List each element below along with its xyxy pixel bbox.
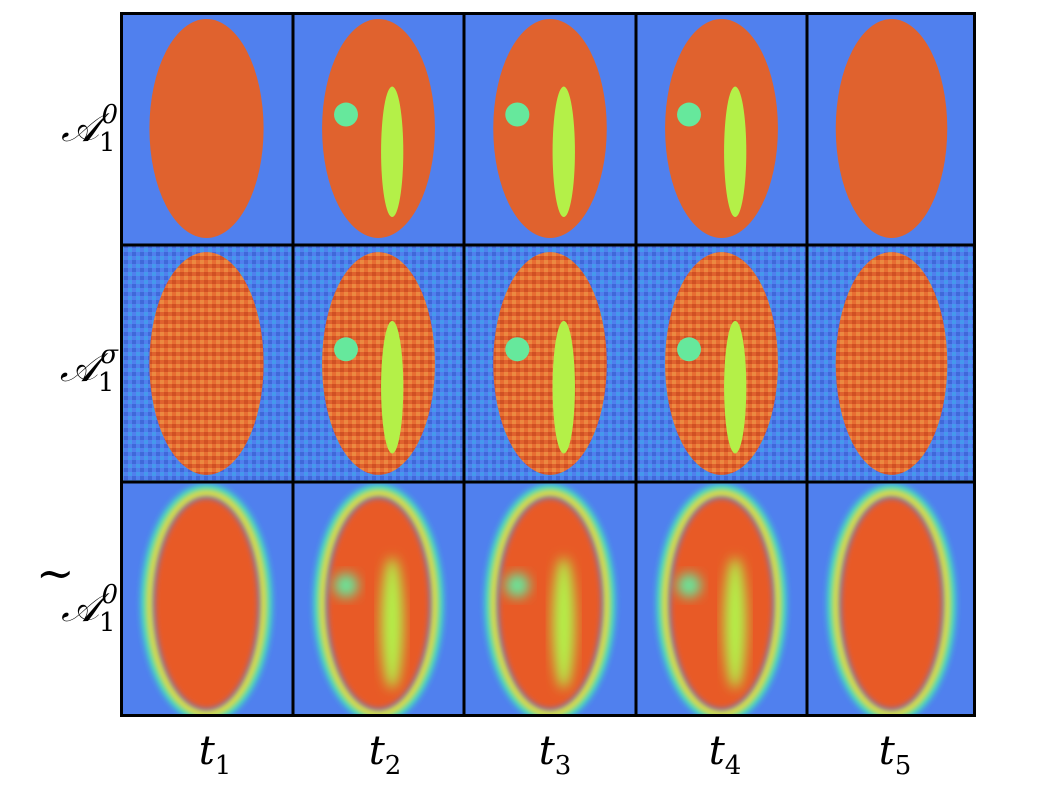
image-cell: [636, 482, 807, 717]
edge-ring: [318, 489, 439, 717]
ellipse-noise: [149, 252, 264, 475]
phantom-ellipse: [149, 18, 264, 239]
edge-halo: [484, 484, 616, 717]
image-cell: [120, 12, 293, 245]
bar-inclusion: [381, 320, 404, 454]
image-cell: [120, 245, 293, 482]
phantom-ellipse: [835, 18, 948, 239]
edge-halo: [826, 484, 957, 717]
row-label-reconstruction: ~ 𝒜10: [36, 546, 118, 638]
image-grid: [120, 12, 976, 717]
bar-inclusion: [381, 86, 404, 218]
edge-ring: [145, 489, 268, 717]
edge-halo: [656, 484, 787, 717]
phantom-ellipse: [493, 18, 607, 239]
grid-border: [120, 12, 976, 717]
bar-inclusion: [552, 320, 575, 454]
ellipse-noise: [835, 252, 948, 475]
ellipse-noise: [493, 252, 607, 475]
col-label-t1: t1: [198, 728, 232, 781]
col-label-t2: t2: [368, 728, 402, 781]
image-cell: [293, 12, 464, 245]
phantom-ellipse: [670, 498, 773, 709]
image-cell: [807, 482, 976, 717]
small-inclusion: [677, 102, 701, 127]
edge-ring: [832, 489, 951, 717]
image-cell: [636, 245, 807, 482]
bar-inclusion: [552, 86, 575, 218]
ellipse-noise: [322, 252, 435, 475]
row-label-noisy: 𝒜1σ: [59, 340, 118, 398]
col-label-t3: t3: [538, 728, 572, 781]
edge-halo: [140, 484, 273, 717]
small-inclusion: [505, 573, 530, 598]
phantom-ellipse: [154, 498, 259, 709]
small-inclusion: [505, 337, 530, 362]
small-inclusion: [677, 573, 701, 598]
phantom-ellipse: [327, 498, 430, 709]
image-cell: [464, 482, 636, 717]
image-cell: [293, 245, 464, 482]
bar-inclusion: [724, 86, 747, 218]
col-label-t4: t4: [708, 728, 742, 781]
bar-inclusion: [381, 557, 404, 689]
edge-ring: [489, 489, 611, 717]
image-cell: [636, 12, 807, 245]
tilde-accent: ~: [36, 546, 75, 600]
bar-inclusion: [724, 320, 747, 454]
small-inclusion: [334, 573, 358, 598]
image-cell: [464, 245, 636, 482]
col-label-t5: t5: [878, 728, 912, 781]
small-inclusion: [334, 102, 358, 127]
image-cell: [807, 12, 976, 245]
phantom-ellipse: [665, 18, 778, 239]
image-cell: [120, 482, 293, 717]
phantom-ellipse: [840, 498, 943, 709]
row-label-ground-truth: 𝒜10: [61, 100, 118, 158]
image-cell: [293, 482, 464, 717]
image-cell: [807, 245, 976, 482]
phantom-ellipse: [498, 498, 602, 709]
phantom-ellipse: [322, 18, 435, 239]
edge-halo: [313, 484, 444, 717]
ellipse-noise: [665, 252, 778, 475]
image-cell: [464, 12, 636, 245]
bar-inclusion: [724, 557, 747, 689]
edge-ring: [661, 489, 782, 717]
small-inclusion: [334, 337, 358, 362]
small-inclusion: [505, 102, 530, 127]
bar-inclusion: [552, 557, 575, 689]
small-inclusion: [677, 337, 701, 362]
